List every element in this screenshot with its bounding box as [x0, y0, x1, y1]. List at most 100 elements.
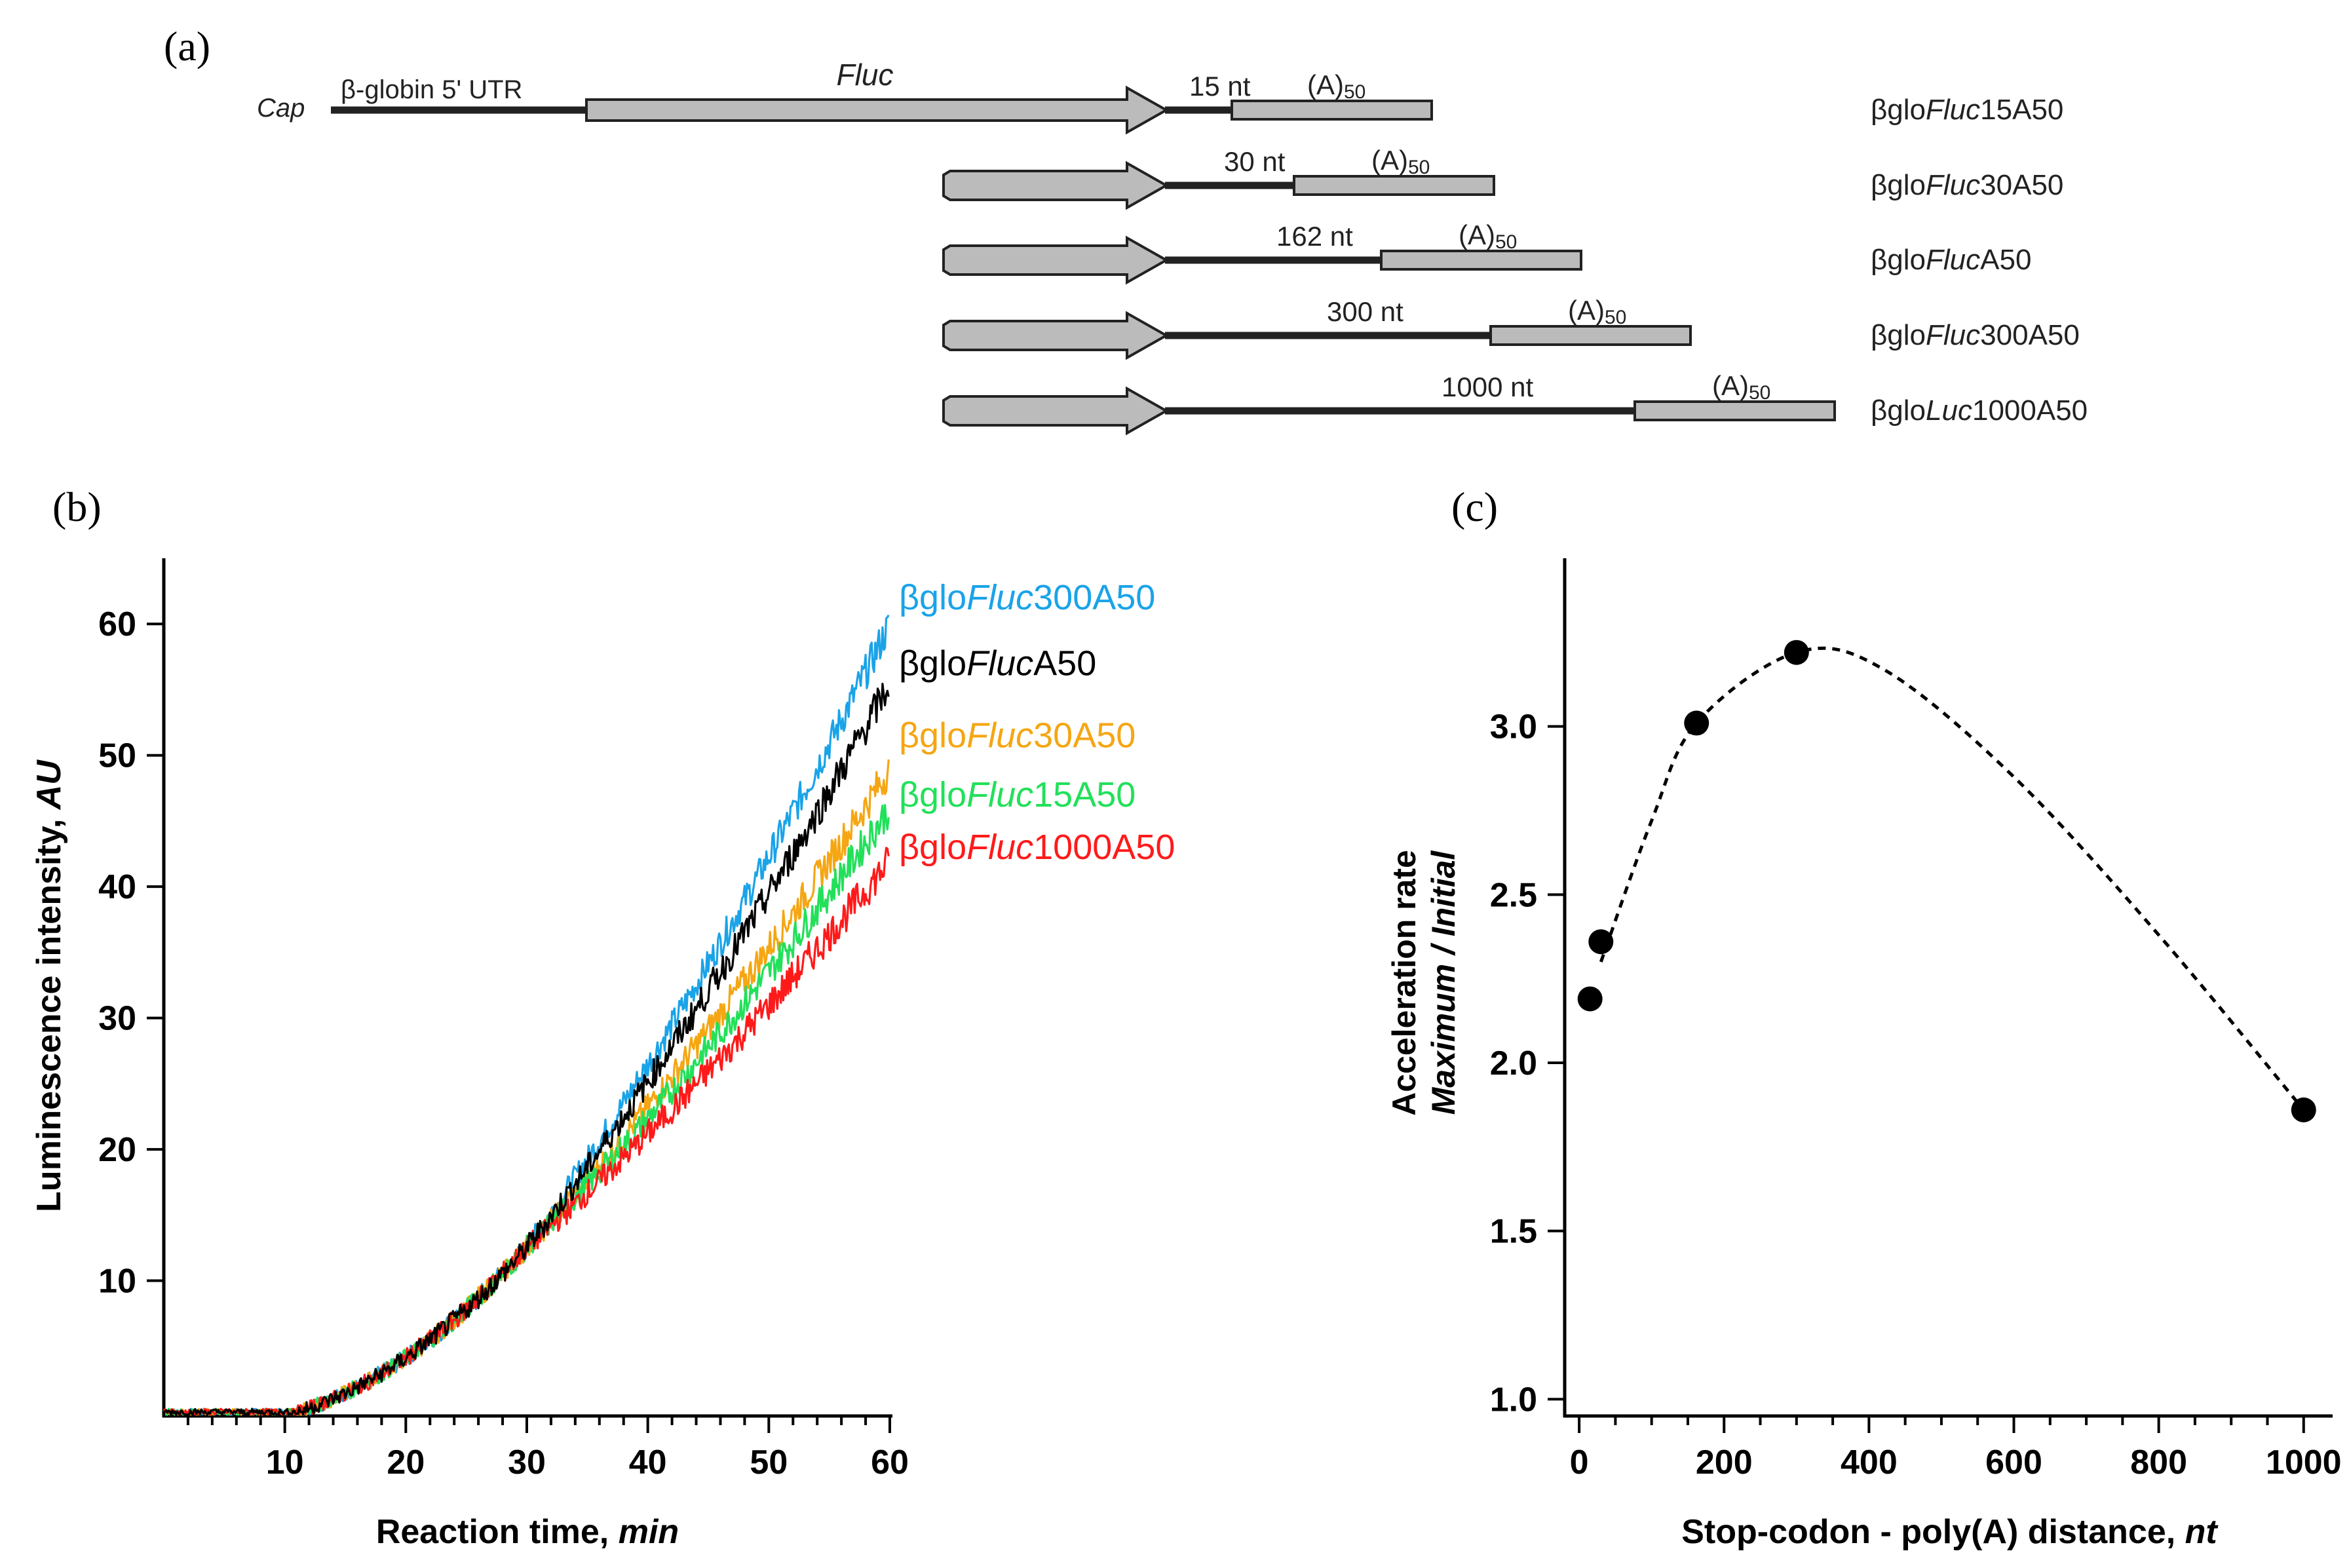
b-ylabel-main: Luminescence intensity, — [30, 809, 68, 1212]
b-xtick-label: 40 — [629, 1444, 667, 1482]
panel-label-c: (c) — [1451, 484, 1498, 530]
distance-label-300: 300 nt — [1327, 296, 1404, 327]
c-ytick-label: 1.5 — [1490, 1213, 1537, 1251]
b-series-label-30A50-italic: Fluc — [966, 716, 1033, 755]
c-xlabel-main: Stop-codon - poly(A) distance, — [1681, 1513, 2185, 1551]
polyA-main: (A) — [1459, 220, 1495, 250]
c-data-point-1000 — [2291, 1097, 2316, 1122]
construct-name-300-prefix: βglo — [1871, 319, 1926, 351]
polyA-main: (A) — [1307, 69, 1344, 100]
b-ytick-label: 30 — [98, 1000, 136, 1038]
polyA-sub: 50 — [1495, 231, 1517, 253]
c-xtick-label: 1000 — [2266, 1444, 2342, 1482]
construct-name-30-suffix: 30A50 — [1980, 169, 2063, 201]
polyA-tail-162 — [1380, 250, 1582, 271]
b-y-axis-title: Luminescence intensity, AU — [30, 759, 68, 1212]
orf-arrow-300 — [942, 311, 1170, 360]
b-xtick-label: 60 — [871, 1444, 909, 1482]
construct-name-15-italic: Fluc — [1926, 94, 1980, 126]
construct-name-1000-suffix: 1000A50 — [1972, 394, 2088, 427]
c-ylabel-line2: Maximum / Initial — [1425, 850, 1462, 1115]
c-xtick-label: 600 — [1985, 1444, 2042, 1482]
polyA-label-162: (A)50 — [1459, 220, 1517, 253]
b-series-line-15A50 — [163, 803, 890, 1416]
fluc-orf-arrow — [585, 85, 1170, 135]
b-xtick-label: 10 — [266, 1444, 304, 1482]
distance-label-30: 30 nt — [1224, 146, 1286, 177]
construct-name-15-suffix: 15A50 — [1980, 94, 2063, 126]
b-ytick-label: 20 — [98, 1131, 136, 1169]
polyA-main: (A) — [1712, 370, 1749, 401]
b-series-label-300A50: βgloFluc300A50 — [899, 578, 1155, 617]
construct-name-1000: βgloLuc1000A50 — [1871, 394, 2088, 427]
b-xtick-label: 20 — [387, 1444, 425, 1482]
construct-name-15: βgloFluc15A50 — [1871, 94, 2063, 126]
c-data-point-15 — [1577, 986, 1603, 1012]
polyA-tail-1000 — [1633, 400, 1836, 421]
c-xtick-label: 0 — [1570, 1444, 1589, 1482]
construct-name-1000-prefix: βglo — [1871, 394, 1926, 427]
cap-label: Cap — [257, 94, 305, 123]
c-xtick-label: 200 — [1696, 1444, 1753, 1482]
panel-label-b: (b) — [52, 484, 102, 530]
construct-name-300-suffix: 300A50 — [1980, 319, 2080, 351]
polyA-label-30: (A)50 — [1371, 145, 1430, 178]
panel-label-a: (a) — [164, 23, 210, 69]
b-series-label-300A50-prefix: βglo — [899, 578, 966, 617]
c-ylabel-line1: Acceleration rate — [1386, 850, 1423, 1116]
b-x-axis-title: Reaction time, min — [376, 1513, 679, 1551]
b-ytick-label: 60 — [98, 605, 136, 643]
construct-name-162: βgloFlucA50 — [1871, 244, 2031, 276]
b-series-label-A50-italic: Fluc — [966, 643, 1033, 683]
orf-label: Fluc — [837, 58, 894, 92]
polyA-main: (A) — [1371, 145, 1408, 176]
construct-name-300: βgloFluc300A50 — [1871, 319, 2080, 351]
c-ytick-label: 2.5 — [1490, 876, 1537, 914]
b-series-label-30A50-suffix: 30A50 — [1033, 716, 1136, 755]
construct-name-30-prefix: βglo — [1871, 169, 1926, 201]
b-ylabel-unit: AU — [30, 759, 68, 811]
polyA-sub: 50 — [1605, 307, 1626, 328]
construct-name-1000-italic: Luc — [1926, 394, 1972, 427]
polyA-label-15: (A)50 — [1307, 69, 1365, 103]
b-ytick-label: 50 — [98, 737, 136, 775]
distance-label-1000: 1000 nt — [1442, 372, 1533, 402]
b-ytick-label: 10 — [98, 1263, 136, 1301]
b-xlabel-main: Reaction time, — [376, 1513, 619, 1551]
orf-arrow-30 — [942, 161, 1170, 210]
b-series-line-1000A50 — [162, 847, 890, 1416]
polyA-sub: 50 — [1749, 382, 1770, 404]
b-xtick-label: 30 — [508, 1444, 546, 1482]
b-series-label-30A50: βgloFluc30A50 — [899, 716, 1136, 755]
b-series-label-15A50: βgloFluc15A50 — [899, 775, 1136, 814]
construct-name-300-italic: Fluc — [1926, 319, 1980, 351]
panel-c-chart: 0 200 400 600 800 1000 1.0 1.5 2.0 2.5 3.0 Stop-co… — [1386, 558, 2342, 1551]
polyA-sub: 50 — [1408, 157, 1430, 178]
c-data-point-30 — [1588, 929, 1614, 955]
polyA-label-300: (A)50 — [1568, 295, 1626, 328]
distance-label-15: 15 nt — [1189, 71, 1251, 102]
c-fit-curve — [1599, 646, 2305, 1111]
orf-arrow-1000 — [942, 386, 1170, 436]
polyA-label-1000: (A)50 — [1712, 370, 1770, 404]
b-series-label-300A50-suffix: 300A50 — [1033, 578, 1155, 617]
b-series-line-30A50 — [163, 759, 890, 1416]
polyA-tail-300 — [1489, 325, 1692, 346]
utr-label: β-globin 5' UTR — [341, 75, 522, 104]
b-series-label-300A50-italic: Fluc — [966, 578, 1033, 617]
b-series-label-1000A50-suffix: 1000A50 — [1033, 828, 1175, 867]
c-xtick-label: 400 — [1841, 1444, 1898, 1482]
polyA-tail-15 — [1231, 100, 1433, 121]
b-xlabel-unit: min — [619, 1513, 679, 1551]
construct-name-30-italic: Fluc — [1926, 169, 1980, 201]
b-series-label-A50-suffix: A50 — [1033, 643, 1096, 683]
b-series-label-1000A50-italic: Fluc — [966, 828, 1033, 867]
polyA-tail-30 — [1293, 175, 1495, 196]
polyA-sub: 50 — [1344, 81, 1365, 103]
b-series-line-A50 — [162, 682, 890, 1416]
construct-name-15-prefix: βglo — [1871, 94, 1926, 126]
c-data-point-162 — [1684, 710, 1709, 736]
